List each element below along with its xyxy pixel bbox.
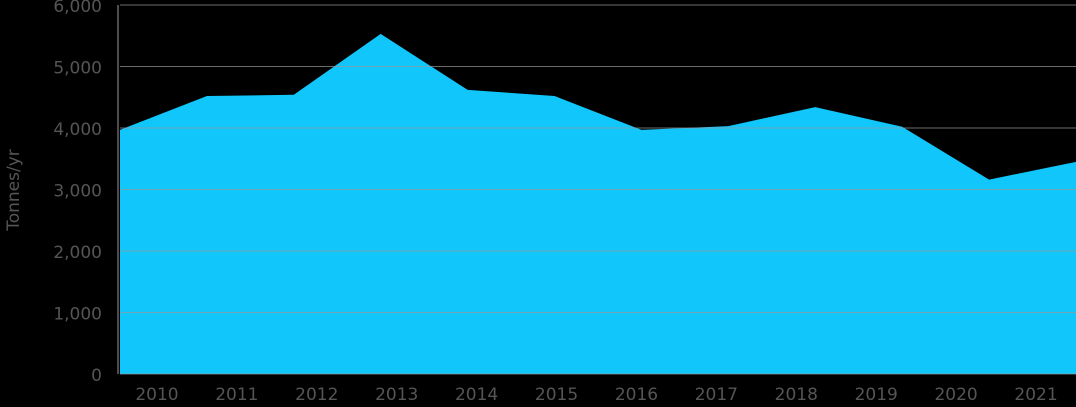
x-tick-label: 2018 — [775, 385, 818, 405]
x-tick-label: 2012 — [295, 385, 338, 405]
y-tick-label: 5,000 — [53, 59, 102, 79]
y-tick-label: 1,000 — [53, 305, 102, 325]
y-tick-label: 0 — [91, 366, 102, 386]
x-tick-label: 2011 — [215, 385, 258, 405]
y-tick-label: 2,000 — [53, 243, 102, 263]
x-tick-label: 2016 — [615, 385, 658, 405]
x-tick-label: 2010 — [135, 385, 178, 405]
y-tick-label: 6,000 — [53, 0, 102, 17]
x-tick-label: 2014 — [455, 385, 498, 405]
y-tick-label: 4,000 — [53, 120, 102, 140]
y-tick-label: 3,000 — [53, 182, 102, 202]
y-axis-label: Tonnes/yr — [4, 149, 24, 232]
x-tick-label: 2019 — [855, 385, 898, 405]
x-tick-label: 2015 — [535, 385, 578, 405]
x-tick-label: 2017 — [695, 385, 738, 405]
area — [120, 33, 1076, 374]
x-tick-label: 2020 — [934, 385, 977, 405]
x-tick-label: 2021 — [1014, 385, 1057, 405]
x-tick-label: 2013 — [375, 385, 418, 405]
